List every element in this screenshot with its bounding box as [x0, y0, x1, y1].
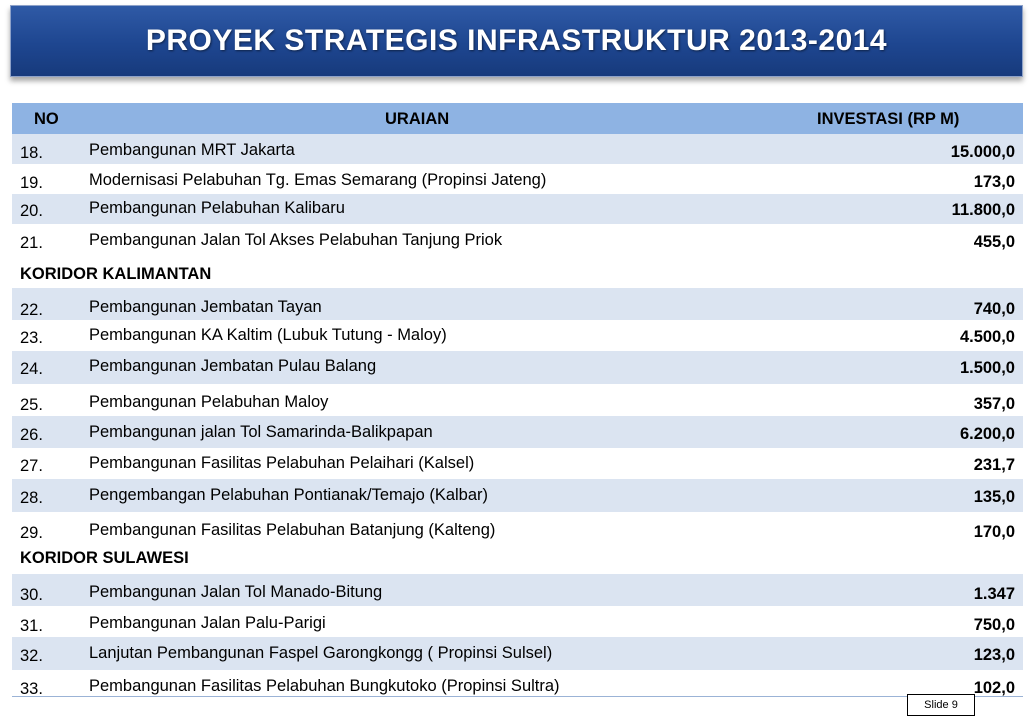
slide-number: Slide 9 — [907, 694, 975, 716]
row-description: Pengembangan Pelabuhan Pontianak/Temajo … — [89, 486, 489, 504]
header-no: NO — [34, 110, 59, 128]
row-number: 25. — [20, 396, 43, 414]
row-investment: 231,7 — [973, 456, 1015, 474]
table-row: 31. Pembangunan Jalan Palu-Parigi 750,0 — [12, 606, 1023, 637]
row-investment: 6.200,0 — [959, 425, 1015, 443]
row-description: Pembangunan Jalan Palu-Parigi — [89, 614, 326, 632]
row-number: 27. — [20, 457, 43, 475]
row-number: 33. — [20, 680, 43, 698]
row-description: Pembangunan Fasilitas Pelabuhan Bungkuto… — [89, 677, 560, 695]
row-investment: 750,0 — [973, 616, 1015, 634]
table-row: 28. Pengembangan Pelabuhan Pontianak/Tema… — [12, 479, 1023, 512]
row-description: Pembangunan Fasilitas Pelabuhan Batanjun… — [89, 521, 496, 539]
table-row: 18. Pembangunan MRT Jakarta 15.000,0 — [12, 134, 1023, 164]
row-investment: 15.000,0 — [950, 143, 1015, 161]
row-investment: 11.800,0 — [951, 201, 1015, 219]
row-description: Lanjutan Pembangunan Faspel Garongkongg … — [89, 644, 553, 662]
row-number: 30. — [20, 586, 43, 604]
section-label: KORIDOR KALIMANTAN — [20, 265, 212, 283]
row-number: 26. — [20, 426, 43, 444]
row-investment: 173,0 — [973, 173, 1015, 191]
row-investment: 1.500,0 — [959, 359, 1015, 377]
row-description: Pembangunan MRT Jakarta — [89, 141, 295, 159]
table-row: 19. Modernisasi Pelabuhan Tg. Emas Semara… — [12, 164, 1023, 194]
table-row: 33. Pembangunan Fasilitas Pelabuhan Bungk… — [12, 670, 1023, 700]
row-investment: 170,0 — [973, 523, 1015, 541]
row-number: 29. — [20, 524, 43, 542]
row-number: 31. — [20, 617, 43, 635]
row-number: 21. — [20, 234, 43, 252]
row-description: Pembangunan Pelabuhan Kalibaru — [89, 199, 345, 217]
row-number: 22. — [20, 301, 43, 319]
row-number: 28. — [20, 489, 43, 507]
table-row: 32. Lanjutan Pembangunan Faspel Garongkon… — [12, 637, 1023, 670]
section-label: KORIDOR SULAWESI — [20, 549, 189, 567]
row-number: 24. — [20, 360, 43, 378]
row-investment: 102,0 — [973, 679, 1015, 697]
row-description: Modernisasi Pelabuhan Tg. Emas Semarang … — [89, 171, 547, 189]
row-investment: 4.500,0 — [959, 328, 1015, 346]
bottom-divider — [12, 696, 1023, 697]
row-description: Pembangunan KA Kaltim (Lubuk Tutung - Ma… — [89, 326, 447, 344]
table-row: 20. Pembangunan Pelabuhan Kalibaru 11.800,… — [12, 194, 1023, 224]
row-number: 23. — [20, 329, 43, 347]
row-investment: 135,0 — [973, 488, 1015, 506]
row-number: 18. — [20, 144, 43, 162]
row-investment: 455,0 — [973, 233, 1015, 251]
row-number: 32. — [20, 647, 43, 665]
header-uraian: URAIAN — [385, 110, 450, 128]
section-heading: KORIDOR KALIMANTAN — [12, 258, 1023, 288]
row-description: Pembangunan Pelabuhan Maloy — [89, 393, 329, 411]
row-description: Pembangunan jalan Tol Samarinda-Balikpap… — [89, 423, 433, 441]
row-description: Pembangunan Jalan Tol Akses Pelabuhan Ta… — [89, 231, 503, 249]
row-description: Pembangunan Jalan Tol Manado-Bitung — [89, 583, 383, 601]
table-row: 23. Pembangunan KA Kaltim (Lubuk Tutung -… — [12, 320, 1023, 351]
table-row: 24. Pembangunan Jembatan Pulau Balang 1.50… — [12, 351, 1023, 384]
row-investment: 1.347 — [973, 585, 1015, 603]
row-investment: 740,0 — [973, 300, 1015, 318]
row-description: Pembangunan Jembatan Pulau Balang — [89, 357, 377, 375]
header-investasi: INVESTASI (RP M) — [817, 110, 960, 128]
table-row: 25. Pembangunan Pelabuhan Maloy 357,0 — [12, 384, 1023, 416]
title-banner: PROYEK STRATEGIS INFRASTRUKTUR 2013-2014 — [10, 5, 1023, 77]
row-investment: 123,0 — [973, 646, 1015, 664]
row-number: 20. — [20, 202, 43, 220]
table-row: 22. Pembangunan Jembatan Tayan 740,0 — [12, 288, 1023, 320]
row-description: Pembangunan Fasilitas Pelabuhan Pelaihar… — [89, 454, 475, 472]
row-investment: 357,0 — [973, 395, 1015, 413]
table-row: 21. Pembangunan Jalan Tol Akses Pelabuhan… — [12, 224, 1023, 258]
table-row: 27. Pembangunan Fasilitas Pelabuhan Pelai… — [12, 448, 1023, 479]
page-title: PROYEK STRATEGIS INFRASTRUKTUR 2013-2014 — [145, 24, 888, 57]
table-row: 26. Pembangunan jalan Tol Samarinda-Balik… — [12, 416, 1023, 448]
table-header: NO URAIAN INVESTASI (RP M) — [12, 103, 1023, 134]
row-number: 19. — [20, 174, 43, 192]
investment-table: NO URAIAN INVESTASI (RP M) 18. Pembanguna… — [12, 103, 1023, 700]
table-row: 29. Pembangunan Fasilitas Pelabuhan Batan… — [12, 512, 1023, 542]
table-row: 30. Pembangunan Jalan Tol Manado-Bitung 1.… — [12, 574, 1023, 606]
row-description: Pembangunan Jembatan Tayan — [89, 298, 322, 316]
section-heading: KORIDOR SULAWESI — [12, 542, 1023, 574]
